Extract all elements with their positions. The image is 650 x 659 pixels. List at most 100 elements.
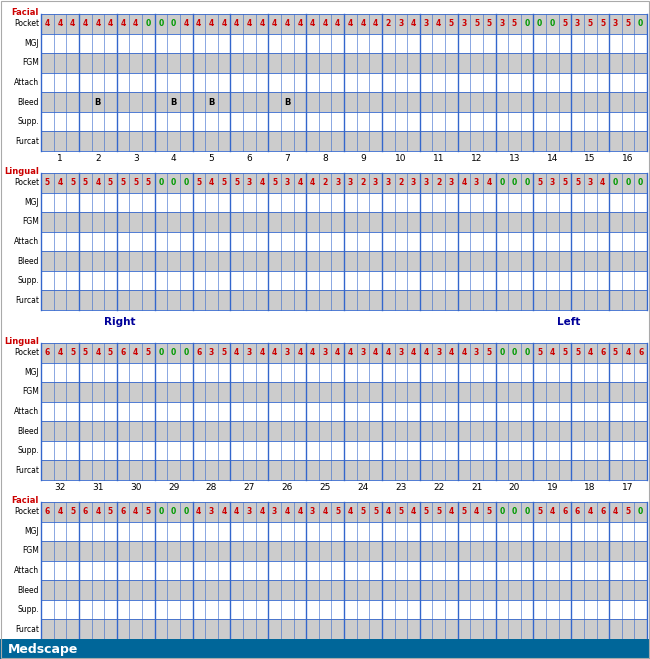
Text: 0: 0 — [171, 507, 176, 516]
Text: Bleed: Bleed — [18, 256, 39, 266]
Text: FGM: FGM — [22, 387, 39, 397]
Text: Pocket: Pocket — [14, 349, 39, 357]
Text: 4: 4 — [348, 349, 353, 357]
Text: 6: 6 — [120, 349, 125, 357]
Text: 4: 4 — [411, 19, 416, 28]
Text: 4: 4 — [335, 19, 341, 28]
Text: MGJ: MGJ — [24, 39, 39, 48]
Text: 0: 0 — [159, 349, 164, 357]
Text: 4: 4 — [348, 19, 353, 28]
Text: 3: 3 — [209, 507, 214, 516]
Text: Attach: Attach — [14, 566, 39, 575]
Text: Right: Right — [104, 317, 136, 327]
Text: 4: 4 — [411, 349, 416, 357]
Text: 5: 5 — [625, 507, 630, 516]
Bar — [41, 251, 647, 271]
Text: 24: 24 — [358, 483, 369, 492]
Text: 0: 0 — [146, 19, 151, 28]
Text: Attach: Attach — [14, 78, 39, 87]
Text: 5: 5 — [83, 179, 88, 187]
Text: MGJ: MGJ — [24, 527, 39, 536]
Bar — [41, 502, 647, 521]
Text: 2: 2 — [322, 179, 328, 187]
Text: Bleed: Bleed — [18, 98, 39, 107]
Text: B: B — [208, 98, 214, 107]
Text: 0: 0 — [525, 19, 530, 28]
Text: 4: 4 — [613, 507, 618, 516]
Text: 3: 3 — [247, 349, 252, 357]
Text: 4: 4 — [133, 19, 138, 28]
Bar — [41, 541, 647, 561]
Text: 5: 5 — [234, 179, 239, 187]
Text: Supp.: Supp. — [18, 605, 39, 614]
Text: 5: 5 — [222, 349, 227, 357]
Text: 6: 6 — [600, 349, 605, 357]
Bar — [0, 639, 650, 659]
Bar — [41, 362, 647, 382]
Text: Bleed: Bleed — [18, 586, 39, 594]
Text: 0: 0 — [159, 179, 164, 187]
Text: 5: 5 — [512, 19, 517, 28]
Text: 3: 3 — [385, 179, 391, 187]
Text: 4: 4 — [234, 349, 239, 357]
Text: 3: 3 — [247, 179, 252, 187]
Text: 5: 5 — [562, 19, 567, 28]
Text: 3: 3 — [209, 349, 214, 357]
Text: 16: 16 — [622, 154, 634, 163]
Text: 0: 0 — [525, 507, 530, 516]
Text: 5: 5 — [562, 179, 567, 187]
Text: 0: 0 — [537, 19, 542, 28]
Text: 5: 5 — [196, 179, 202, 187]
Bar — [41, 14, 647, 34]
Text: 5: 5 — [537, 349, 542, 357]
Text: 30: 30 — [130, 483, 142, 492]
Text: 0: 0 — [613, 179, 618, 187]
Text: 6: 6 — [246, 154, 252, 163]
Text: 26: 26 — [281, 483, 293, 492]
Text: 4: 4 — [474, 507, 479, 516]
Text: 4: 4 — [297, 507, 302, 516]
Text: 4: 4 — [411, 507, 416, 516]
Text: Furcat: Furcat — [15, 296, 39, 304]
Text: 4: 4 — [57, 349, 62, 357]
Text: 3: 3 — [462, 19, 467, 28]
Text: 2: 2 — [95, 154, 101, 163]
Text: 0: 0 — [525, 349, 530, 357]
Text: 11: 11 — [433, 154, 445, 163]
Text: B: B — [95, 98, 101, 107]
Text: 0: 0 — [183, 507, 188, 516]
Text: 4: 4 — [310, 179, 315, 187]
Text: 4: 4 — [222, 19, 227, 28]
Text: 8: 8 — [322, 154, 328, 163]
Text: 5: 5 — [373, 507, 378, 516]
Text: MGJ: MGJ — [24, 198, 39, 207]
Text: 5: 5 — [487, 507, 492, 516]
Text: 5: 5 — [83, 349, 88, 357]
Text: 4: 4 — [183, 19, 188, 28]
Text: Lingual: Lingual — [4, 337, 39, 346]
Text: 9: 9 — [360, 154, 366, 163]
Bar — [41, 581, 647, 600]
Text: 6: 6 — [120, 507, 125, 516]
Text: 5: 5 — [562, 349, 567, 357]
Text: 3: 3 — [398, 19, 404, 28]
Text: 5: 5 — [537, 507, 542, 516]
Text: B: B — [170, 98, 177, 107]
Text: 5: 5 — [613, 349, 618, 357]
Text: 5: 5 — [70, 179, 75, 187]
Text: Supp.: Supp. — [18, 276, 39, 285]
Text: 0: 0 — [512, 507, 517, 516]
Text: FGM: FGM — [22, 546, 39, 556]
Text: 4: 4 — [95, 507, 101, 516]
Text: 4: 4 — [45, 19, 50, 28]
Text: 12: 12 — [471, 154, 482, 163]
Text: 14: 14 — [547, 154, 558, 163]
Text: 5: 5 — [424, 507, 428, 516]
Text: 5: 5 — [108, 349, 113, 357]
Text: 4: 4 — [133, 507, 138, 516]
Bar — [41, 382, 647, 402]
Text: MGJ: MGJ — [24, 368, 39, 377]
Bar — [41, 92, 647, 112]
Text: 4: 4 — [448, 349, 454, 357]
Text: 0: 0 — [638, 179, 644, 187]
